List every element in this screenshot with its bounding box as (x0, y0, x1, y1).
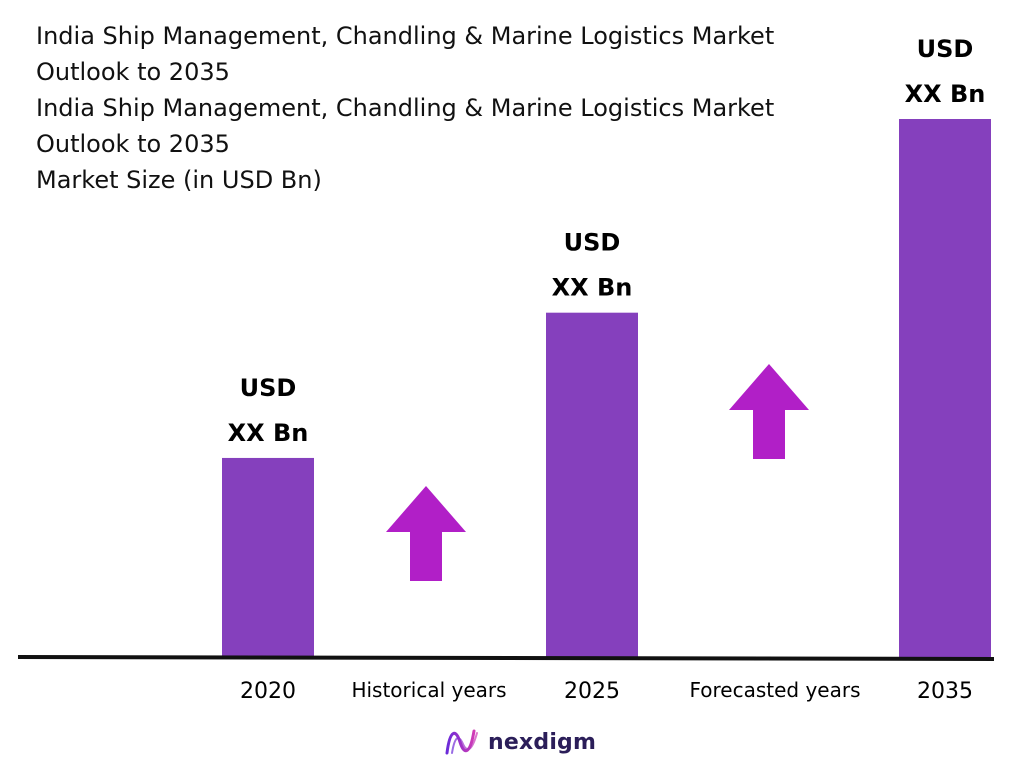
title-line-2: Outlook to 2035 (36, 58, 230, 86)
title-line-4: Outlook to 2035 (36, 130, 230, 158)
x-tick-label-2035: 2035 (917, 679, 973, 704)
data-label-2035-line-2: XX Bn (905, 80, 986, 108)
x-axis-line (17, 655, 995, 661)
bar-2025 (546, 312, 638, 657)
chart-title: India Ship Management, Chandling & Marin… (36, 18, 896, 198)
historical-years-label: Historical years (351, 678, 506, 702)
historical-growth-arrow-icon (386, 486, 466, 581)
forecasted-years-label: Forecasted years (689, 678, 860, 702)
data-label-2020-line-1: USD (240, 374, 297, 402)
chart-subtitle: Market Size (in USD Bn) (36, 166, 322, 194)
data-label-2025-line-1: USD (564, 229, 621, 257)
x-tick-label-2020: 2020 (240, 679, 296, 704)
logo-text: nexdigm (488, 729, 597, 755)
nexdigm-wave-icon (445, 729, 478, 755)
title-line-1: India Ship Management, Chandling & Marin… (36, 22, 775, 50)
bar-2020 (222, 457, 314, 657)
data-label-2025-line-2: XX Bn (552, 274, 633, 302)
title-line-3: India Ship Management, Chandling & Marin… (36, 94, 775, 122)
data-label-2020-line-2: XX Bn (228, 419, 309, 447)
forecast-growth-arrow-icon (729, 364, 809, 459)
data-label-2035-line-1: USD (917, 35, 974, 63)
nexdigm-logo: nexdigm (444, 726, 596, 758)
x-tick-label-2025: 2025 (564, 679, 620, 704)
bar-2035 (899, 119, 991, 657)
